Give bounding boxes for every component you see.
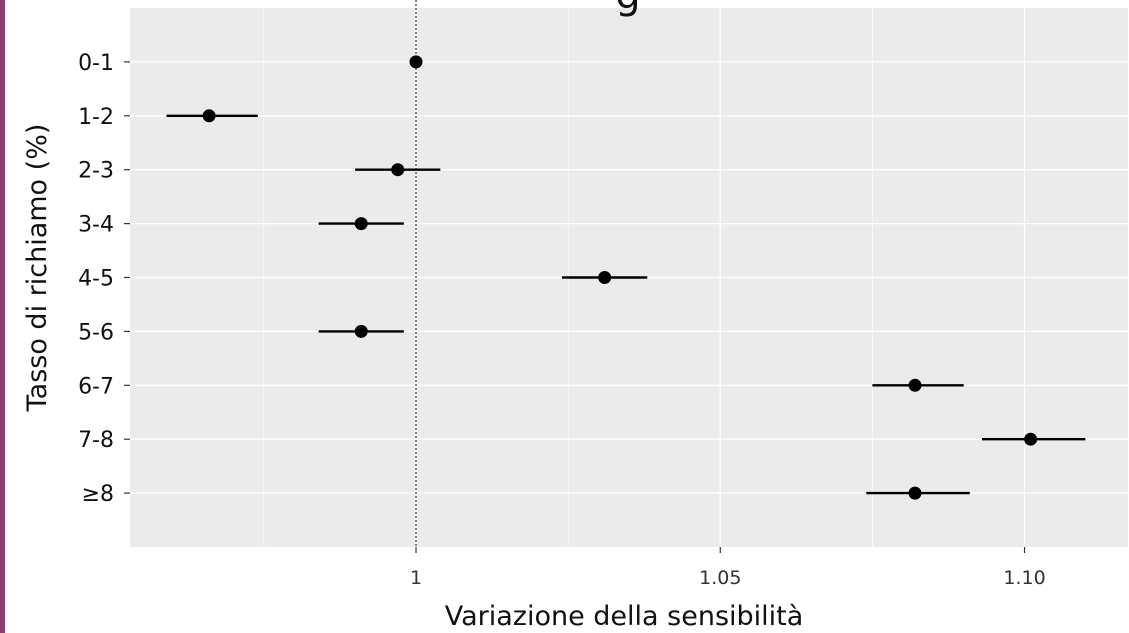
y-tick-label: 7-8	[78, 428, 114, 453]
chart-title-fragment: g	[615, 0, 640, 18]
y-axis-label: Tasso di richiamo (%)	[22, 124, 53, 413]
x-tick-label: 1	[410, 567, 422, 589]
y-tick-label: 1-2	[78, 105, 114, 130]
data-point	[598, 271, 612, 284]
data-point	[202, 109, 216, 123]
data-point	[391, 163, 405, 177]
y-tick-label: 0-1	[78, 51, 114, 76]
y-tick-label: 3-4	[78, 213, 114, 238]
x-tick-labels: 1 1.05 1.10	[410, 547, 1046, 589]
y-tick-label: 2-3	[78, 159, 114, 184]
y-tick-label: 6-7	[78, 374, 114, 399]
data-point	[1024, 432, 1038, 446]
slide-border	[0, 0, 5, 633]
data-point	[354, 217, 368, 231]
data-point	[409, 55, 423, 69]
y-tick-label: 5-6	[78, 320, 114, 345]
data-point	[908, 486, 922, 500]
x-tick-label: 1.05	[699, 567, 741, 589]
x-axis-label: Variazione della sensibilità	[445, 601, 804, 632]
data-point	[908, 378, 922, 392]
data-marks	[166, 55, 1086, 500]
data-point	[354, 324, 368, 338]
y-tick-labels: 0-1 1-2 2-3 3-4 4-5 5-6 6-7 7-8 ≥8	[78, 51, 130, 507]
y-tick-label: ≥8	[82, 482, 114, 507]
x-tick-label: 1.10	[1003, 567, 1045, 589]
y-tick-label: 4-5	[78, 267, 114, 292]
